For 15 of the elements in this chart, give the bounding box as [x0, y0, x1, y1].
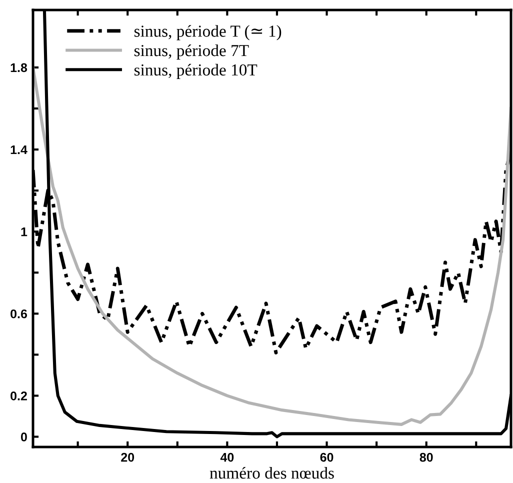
x-axis-title: numéro des nœuds: [210, 466, 334, 479]
y-tick-label: 0: [20, 432, 27, 442]
y-tick-label: 1: [21, 228, 28, 236]
legend-label: sinus, période T (≃ 1): [134, 25, 282, 40]
y-tick-label: 0.2: [10, 392, 27, 400]
y-tick-label: 1.8: [10, 63, 28, 72]
legend-label: sinus, période 10T: [134, 64, 258, 79]
x-tick-label: 60: [320, 452, 334, 462]
x-tick-label: 80: [420, 452, 433, 462]
y-tick-label: 1.4: [10, 145, 28, 154]
legend-label: sinus, période 7T: [134, 44, 249, 60]
y-tick-label: 0.6: [10, 309, 27, 318]
x-tick-label: 40: [220, 452, 234, 462]
line-series: [33, 66, 511, 426]
x-tick-label: 20: [121, 452, 134, 462]
